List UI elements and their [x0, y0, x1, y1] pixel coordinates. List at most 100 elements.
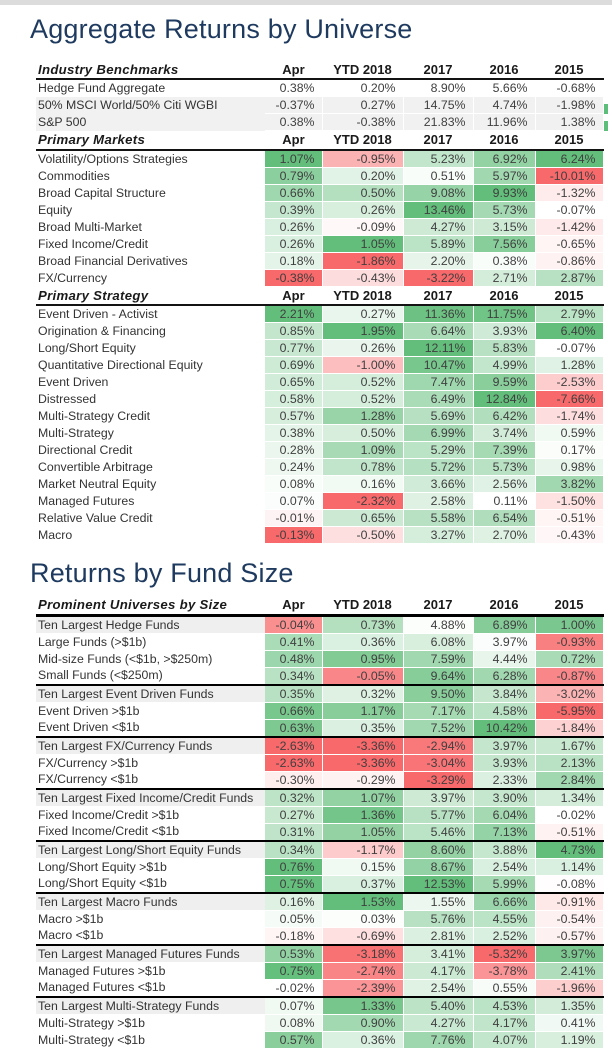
value-cell: 6.89%: [473, 615, 536, 634]
value-cell: -0.91%: [535, 891, 604, 911]
table-row: Ten Largest Long/Short Equity Funds 0.34%…: [36, 839, 604, 859]
table-row: FX/Currency <$1b -0.30% -0.29% -3.29% 2.33% 2…: [36, 771, 604, 789]
value-cell: 9.93%: [473, 184, 536, 202]
table-row: Broad Financial Derivatives 0.18% -1.86% 2.…: [36, 252, 604, 270]
value-cell: -2.63%: [265, 754, 323, 772]
table-row: Event Driven <$1b 0.63% 0.35% 7.52% 10.42% -1…: [36, 719, 604, 737]
table-row: Ten Largest Event Driven Funds 0.35% 0.32%…: [36, 683, 604, 703]
table-row: Multi-Strategy >$1b 0.08% 0.90% 4.27% 4.17% 0…: [36, 1014, 604, 1032]
row-label: Broad Financial Derivatives: [38, 253, 188, 268]
row-label: Large Funds (>$1b): [38, 634, 147, 649]
table-row: Event Driven - Activist 2.21% 0.27% 11.36% 1…: [36, 305, 604, 323]
value-cell: -0.08%: [535, 875, 604, 893]
value-cell: 0.16%: [265, 891, 323, 911]
value-cell: 6.04%: [473, 806, 536, 824]
value-cell: 4.58%: [473, 702, 536, 720]
table-row: Relative Value Credit -0.01% 0.65% 5.58% 6.5…: [36, 509, 604, 527]
value-cell: 0.18%: [265, 252, 323, 270]
table-row: Ten Largest Multi-Strategy Funds 0.07% 1.3…: [36, 995, 604, 1015]
section-title: Primary Strategy: [36, 286, 265, 306]
value-cell: -1.84%: [535, 719, 604, 737]
section-title: Prominent Universes by Size: [36, 596, 265, 617]
value-cell: -2.39%: [322, 979, 404, 997]
value-cell: 0.37%: [322, 875, 404, 893]
value-cell: 3.15%: [473, 218, 536, 236]
value-cell: -3.02%: [535, 683, 604, 703]
value-cell: 0.26%: [322, 339, 404, 357]
value-cell: 2.58%: [403, 492, 474, 510]
value-cell: -2.32%: [322, 492, 404, 510]
value-cell: -0.02%: [535, 806, 604, 824]
value-cell: 0.35%: [322, 719, 404, 737]
value-cell: 0.52%: [322, 373, 404, 391]
value-cell: 0.52%: [322, 390, 404, 408]
row-label: Managed Futures <$1b: [38, 980, 166, 995]
value-cell: 0.51%: [403, 167, 474, 185]
value-cell: 8.67%: [403, 858, 474, 876]
row-label: FX/Currency: [38, 270, 108, 285]
value-cell: 0.03%: [322, 910, 404, 928]
value-cell: -0.51%: [535, 823, 604, 841]
value-cell: 0.38%: [265, 79, 323, 97]
value-cell: 7.52%: [403, 719, 474, 737]
column-header: 2016: [473, 60, 535, 80]
table-row: Managed Futures >$1b 0.75% -2.74% 4.17% -3.7…: [36, 962, 604, 980]
value-cell: -3.36%: [322, 735, 404, 755]
top-edge-strip: [0, 0, 612, 5]
value-cell: 1.14%: [535, 858, 604, 876]
value-cell: 0.36%: [322, 1031, 404, 1049]
row-label: Fixed Income/Credit <$1b: [38, 824, 180, 839]
value-cell: 6.92%: [473, 149, 536, 168]
value-cell: 6.24%: [535, 149, 604, 168]
value-cell: -7.66%: [535, 390, 604, 408]
row-label: Ten Largest Multi-Strategy Funds: [36, 995, 265, 1014]
value-cell: -1.74%: [535, 407, 604, 425]
value-cell: 11.75%: [473, 305, 536, 323]
row-label: Convertible Arbitrage: [38, 460, 153, 474]
row-label: S&P 500: [36, 113, 265, 131]
value-cell: 2.20%: [403, 252, 474, 270]
value-cell: 1.35%: [535, 995, 604, 1015]
value-cell: -0.69%: [322, 927, 404, 945]
table-row: Convertible Arbitrage 0.24% 0.78% 5.72% 5.73…: [36, 458, 604, 476]
row-label: Macro <$1b: [38, 928, 104, 943]
value-cell: 0.05%: [265, 910, 323, 928]
row-label: Mid-size Funds (<$1b, >$250m): [38, 651, 213, 666]
value-cell: 11.96%: [473, 113, 536, 131]
value-cell: -1.96%: [535, 979, 604, 997]
value-cell: 2.84%: [535, 771, 604, 789]
row-label: Ten Largest Long/Short Equity Funds: [36, 839, 265, 858]
value-cell: -1.00%: [322, 356, 404, 374]
value-cell: 0.20%: [322, 79, 404, 97]
value-cell: -0.38%: [322, 113, 404, 131]
value-cell: 0.73%: [322, 615, 404, 634]
value-cell: 6.99%: [403, 424, 474, 442]
row-label: Ten Largest Fixed Income/Credit Funds: [36, 787, 265, 806]
value-cell: -2.53%: [535, 373, 604, 391]
value-cell: 3.88%: [473, 839, 536, 859]
value-cell: 0.35%: [265, 683, 323, 703]
value-cell: -0.09%: [322, 218, 404, 236]
value-cell: 2.87%: [535, 269, 604, 287]
value-cell: 2.41%: [535, 962, 604, 980]
value-cell: -0.04%: [265, 615, 323, 634]
value-cell: -0.68%: [535, 79, 604, 97]
row-label: FX/Currency <$1b: [38, 772, 139, 787]
value-cell: 7.56%: [473, 235, 536, 253]
value-cell: 1.36%: [322, 806, 404, 824]
value-cell: 1.95%: [322, 322, 404, 340]
value-cell: 0.50%: [322, 424, 404, 442]
value-cell: -3.18%: [322, 943, 404, 963]
column-header: YTD 2018: [322, 60, 403, 80]
value-cell: -0.38%: [265, 269, 323, 287]
value-cell: 5.73%: [473, 201, 536, 219]
table-row: Macro -0.13% -0.50% 3.27% 2.70% -0.43%: [36, 526, 604, 544]
column-header: 2017: [403, 130, 473, 151]
value-cell: -0.02%: [265, 979, 323, 997]
value-cell: 0.34%: [265, 839, 323, 859]
column-header: 2016: [473, 596, 535, 617]
value-cell: 6.66%: [473, 891, 536, 911]
value-cell: 1.38%: [535, 113, 604, 131]
value-cell: -0.07%: [535, 201, 604, 219]
row-label: Event Driven <$1b: [38, 720, 140, 735]
